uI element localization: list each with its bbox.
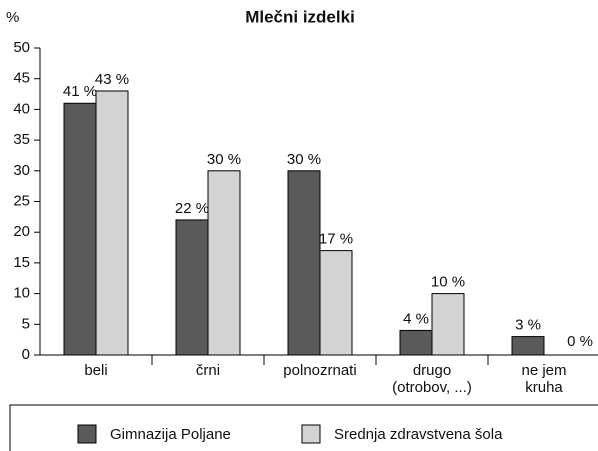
legend-label: Gimnazija Poljane (110, 426, 231, 443)
bar (319, 250, 353, 356)
y-tick-label: 40 (13, 100, 30, 117)
bar (399, 329, 433, 356)
y-tick-label: 35 (13, 131, 30, 148)
data-label: 41 % (63, 83, 97, 100)
x-tick-label: ne jem kruha (521, 362, 567, 396)
y-tick-label: 25 (13, 192, 30, 209)
bar (431, 293, 465, 356)
data-label: 4 % (403, 310, 429, 327)
data-label: 0 % (567, 333, 593, 350)
y-tick-label: 15 (13, 254, 30, 271)
bar (63, 102, 97, 356)
bar (175, 219, 209, 356)
data-label: 30 % (287, 151, 321, 168)
data-label: 3 % (515, 317, 541, 334)
y-tick-label: 0 (22, 346, 30, 363)
bar (287, 170, 321, 356)
y-tick-label: 5 (22, 315, 30, 332)
data-label: 30 % (207, 151, 241, 168)
y-axis-label: % (6, 9, 19, 26)
legend-box (9, 404, 598, 451)
legend-swatch (301, 424, 321, 444)
x-tick-label: črni (195, 362, 221, 379)
y-tick-label: 45 (13, 70, 30, 87)
data-label: 10 % (431, 274, 465, 291)
bar (95, 90, 129, 356)
x-tick-label: polnozrnati (283, 362, 357, 379)
y-tick-label: 50 (13, 39, 30, 56)
y-tick-label: 10 (13, 285, 30, 302)
data-label: 22 % (175, 200, 209, 217)
bar (207, 170, 241, 356)
legend-swatch (77, 424, 97, 444)
bar (511, 336, 545, 356)
legend-label: Srednja zdravstvena šola (334, 426, 503, 443)
data-label: 43 % (95, 71, 129, 88)
data-label: 17 % (319, 231, 353, 248)
y-tick-label: 30 (13, 162, 30, 179)
x-tick-label: drugo (otrobov, ...) (392, 362, 472, 396)
y-tick-label: 20 (13, 223, 30, 240)
chart-title: Mlečni izdelki (245, 7, 355, 26)
x-tick-label: beli (84, 362, 108, 379)
